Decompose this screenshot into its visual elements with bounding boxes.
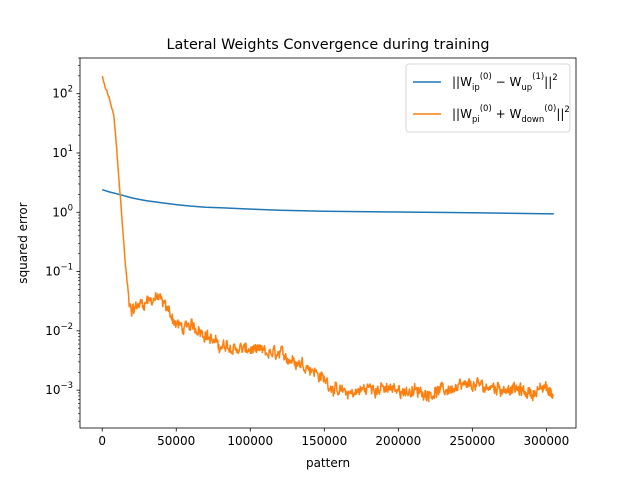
x-axis-label: pattern: [306, 456, 350, 470]
legend-box: [405, 63, 571, 133]
plot-lines: [101, 75, 554, 403]
y-axis-label: squared error: [16, 202, 30, 283]
series-line-2: [101, 75, 554, 403]
legend-label-1: ||Wip(0) − Wup(1)||2: [452, 72, 558, 93]
chart-title: Lateral Weights Convergence during train…: [166, 37, 489, 53]
axes: 0 50000 100000 150000 200000 250000 300000 10−3…: [45, 57, 577, 448]
legend-label-2: ||Wpi(0) + Wdown(0)||2: [452, 104, 570, 125]
y-tick-label: 10−1: [45, 263, 73, 279]
y-tick-label: 102: [52, 85, 73, 101]
x-tick-label: 150000: [301, 434, 347, 448]
legend: ||Wip(0) − Wup(1)||2 ||Wpi(0) + Wdown(0)|…: [405, 63, 571, 133]
x-tick-label: 250000: [449, 434, 495, 448]
y-tick-label: 10−2: [45, 322, 73, 338]
x-tick-label: 0: [98, 434, 106, 448]
x-tick-label: 50000: [157, 434, 195, 448]
x-tick-label: 200000: [375, 434, 421, 448]
series-line-1: [101, 188, 554, 215]
y-tick-label: 101: [52, 144, 73, 160]
x-tick-label: 300000: [523, 434, 569, 448]
x-tick-label: 100000: [227, 434, 273, 448]
y-tick-label: 100: [52, 203, 73, 219]
y-tick-label: 10−3: [45, 381, 73, 397]
